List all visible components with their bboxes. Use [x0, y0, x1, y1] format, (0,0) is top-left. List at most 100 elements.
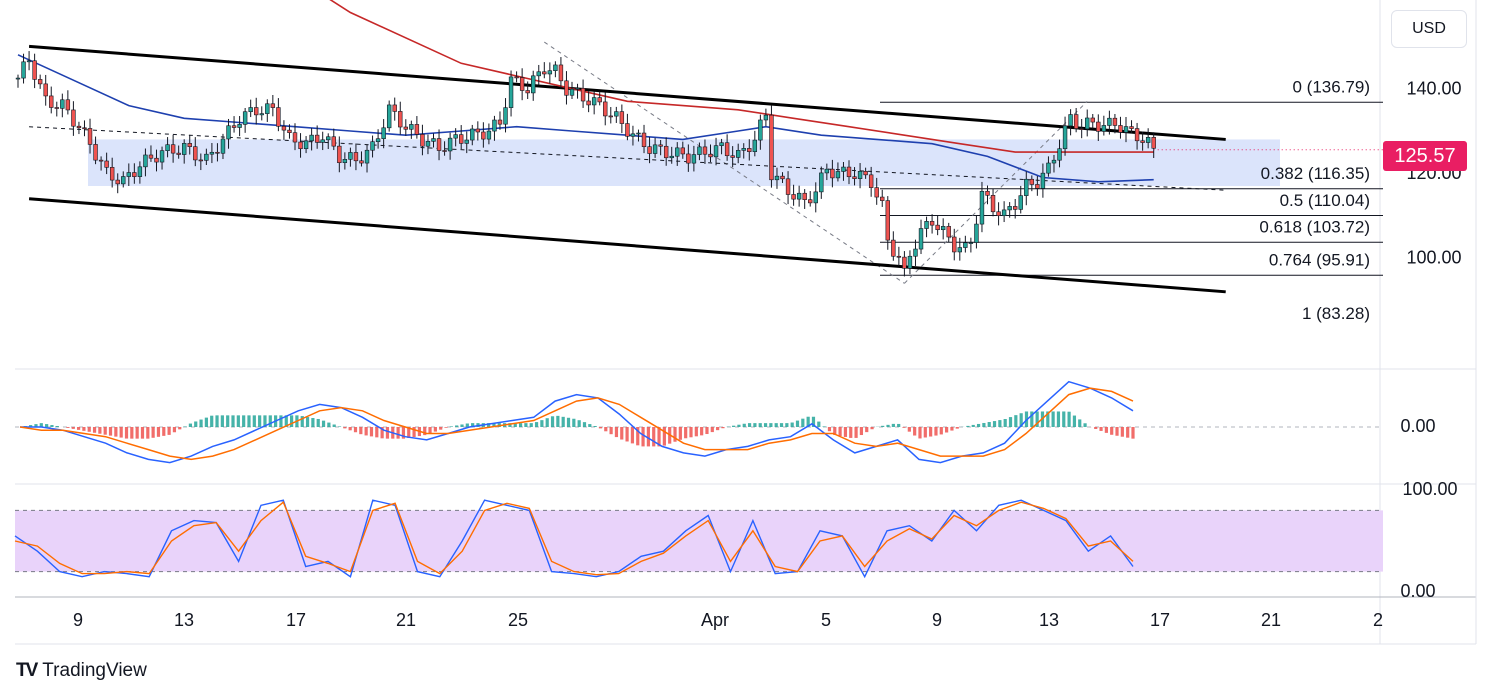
candle-body — [337, 145, 342, 164]
candle-body — [841, 166, 846, 172]
macd-histogram-bar — [550, 416, 555, 427]
macd-histogram-bar — [300, 416, 304, 427]
candle-body — [929, 221, 935, 226]
macd-histogram-bar — [998, 420, 1002, 427]
candle-body — [254, 107, 259, 116]
macd-histogram-bar — [423, 427, 427, 436]
macd-histogram-bar — [779, 423, 784, 427]
macd-histogram-bar — [545, 418, 549, 427]
macd-histogram-bar — [321, 420, 326, 427]
macd-histogram-bar — [684, 427, 688, 439]
candle-body — [220, 138, 226, 154]
current-price-badge: 125.57 — [1383, 141, 1467, 171]
macd-histogram-bar — [1120, 427, 1124, 437]
macd-histogram-bar — [433, 427, 437, 432]
candle-body — [475, 128, 481, 133]
candle-body — [215, 151, 220, 154]
macd-histogram-bar — [582, 422, 587, 427]
candle-body — [348, 152, 353, 160]
candle-body — [1062, 125, 1068, 150]
candle-body — [21, 61, 26, 79]
macd-histogram-bar — [337, 426, 342, 427]
macd-histogram-bar — [907, 427, 911, 432]
candle-body — [536, 71, 541, 77]
macd-histogram-bar — [902, 427, 906, 428]
candle-body — [830, 168, 835, 179]
candle-body — [785, 178, 791, 195]
candle-body — [880, 196, 885, 201]
macd-histogram-bar — [455, 425, 459, 427]
candle-body — [630, 133, 636, 137]
macd-histogram-bar — [311, 418, 315, 427]
macd-histogram-bar — [566, 417, 571, 427]
candle-body — [614, 111, 619, 117]
macd-histogram-bar — [439, 427, 443, 430]
candle-body — [647, 146, 652, 154]
candle-body — [553, 64, 558, 72]
macd-histogram-bar — [508, 423, 512, 427]
macd-histogram-bar — [1014, 415, 1018, 427]
macd-histogram-bar — [444, 427, 448, 428]
macd-histogram-bar — [34, 424, 38, 427]
candle-body — [586, 100, 591, 106]
macd-histogram-bar — [1035, 411, 1039, 427]
candle-body — [1151, 137, 1156, 149]
macd-histogram-bar — [652, 427, 656, 447]
candle-body — [309, 134, 314, 142]
candle-body — [1101, 125, 1107, 132]
candle-body — [625, 123, 630, 137]
macd-histogram-bar — [380, 427, 384, 439]
candle-body — [564, 80, 569, 96]
candle-body — [514, 76, 519, 79]
tradingview-brand[interactable]: TV TradingView — [16, 660, 147, 682]
candle-body — [209, 151, 215, 155]
candle-body — [265, 103, 270, 114]
candle-body — [403, 126, 408, 130]
macd-histogram-bar — [98, 427, 102, 434]
candle-body — [519, 77, 525, 91]
macd-histogram-bar — [130, 427, 134, 439]
macd-histogram-bar — [950, 427, 954, 431]
candle-body — [1096, 121, 1101, 132]
macd-histogram-bar — [343, 427, 347, 429]
macd-histogram-bar — [763, 423, 768, 427]
macd-histogram-bar — [817, 421, 821, 427]
macd-histogram-bar — [721, 427, 725, 429]
time-axis-tick: 21 — [1261, 610, 1281, 630]
macd-histogram-bar — [833, 427, 837, 436]
macd-histogram-bar — [55, 425, 59, 427]
macd-histogram-bar — [822, 426, 826, 427]
currency-badge[interactable]: USD — [1391, 10, 1467, 48]
candle-body — [204, 153, 209, 161]
macd-histogram-bar — [364, 427, 368, 436]
macd-histogram-bar — [939, 427, 943, 435]
macd-signal-line — [19, 387, 1134, 461]
macd-histogram-bar — [790, 422, 794, 427]
candle-body — [963, 242, 968, 248]
macd-histogram-bar — [45, 424, 49, 427]
candle-body — [370, 141, 375, 151]
candle-body — [741, 148, 746, 151]
candle-body — [996, 211, 1001, 217]
candle-body — [902, 256, 907, 269]
macd-histogram-bar — [428, 427, 432, 434]
macd-histogram-bar — [263, 415, 267, 427]
macd-histogram-bar — [108, 427, 113, 436]
macd-histogram-bar — [167, 427, 171, 435]
macd-histogram-bar — [577, 420, 581, 427]
candle-body — [442, 150, 447, 152]
macd-histogram-bar — [1078, 419, 1082, 427]
macd-histogram-bar — [636, 427, 640, 446]
candle-body — [735, 150, 741, 158]
macd-histogram-bar — [327, 422, 331, 427]
candle-body — [314, 134, 320, 143]
macd-histogram-bar — [50, 425, 54, 427]
candle-body — [802, 192, 807, 200]
macd-histogram-bar — [785, 423, 789, 427]
macd-histogram-bar — [215, 415, 219, 427]
candle-body — [143, 154, 148, 168]
candle-body — [292, 132, 298, 143]
macd-histogram-bar — [156, 427, 161, 437]
macd-histogram-bar — [646, 427, 650, 447]
